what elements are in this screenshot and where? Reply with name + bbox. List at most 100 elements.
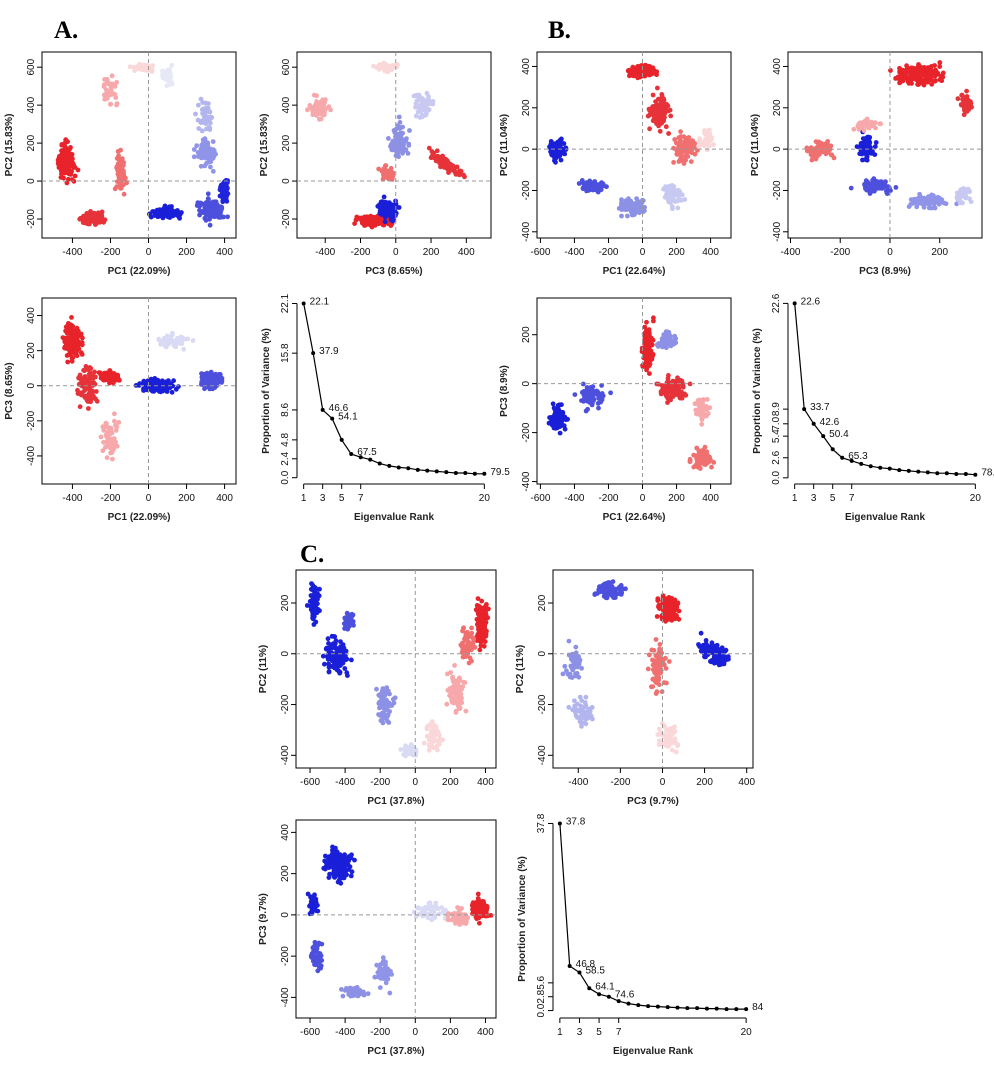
data-point xyxy=(671,186,676,191)
data-point xyxy=(338,644,343,649)
data-point xyxy=(114,79,120,85)
x-axis-label: PC1 (22.64%) xyxy=(603,266,666,277)
data-point xyxy=(964,88,969,94)
series-point xyxy=(453,470,458,475)
data-point xyxy=(86,406,91,411)
data-point xyxy=(672,137,678,142)
y-tick-label: 600 xyxy=(26,58,37,75)
data-point xyxy=(937,60,943,65)
data-point xyxy=(376,220,381,225)
data-point xyxy=(642,336,648,342)
data-point xyxy=(572,392,578,397)
data-point xyxy=(111,380,116,386)
data-point xyxy=(476,637,481,643)
data-point xyxy=(923,67,929,72)
data-point xyxy=(669,390,675,396)
data-point xyxy=(624,198,630,204)
data-point xyxy=(419,112,425,118)
x-tick-label: -200 xyxy=(830,247,850,258)
data-point xyxy=(559,402,564,408)
data-point xyxy=(381,194,387,200)
data-point xyxy=(857,151,863,157)
data-point xyxy=(196,102,201,108)
data-point xyxy=(164,83,170,89)
data-point xyxy=(688,159,694,165)
data-point xyxy=(383,716,389,721)
data-point xyxy=(169,62,175,68)
data-point xyxy=(678,129,683,135)
data-point xyxy=(191,147,197,152)
data-point xyxy=(697,466,703,471)
y-tick-label: -200 xyxy=(281,209,292,229)
data-point xyxy=(551,405,557,411)
x-tick-label: -200 xyxy=(350,247,370,258)
data-point xyxy=(424,110,429,116)
data-point xyxy=(659,389,665,395)
data-point xyxy=(904,63,909,69)
data-point xyxy=(104,440,109,446)
data-point xyxy=(619,213,624,219)
data-point xyxy=(108,438,114,444)
data-label: 65.3 xyxy=(848,451,868,462)
x-tick-label: -600 xyxy=(530,247,550,258)
data-point xyxy=(647,361,653,367)
data-point xyxy=(55,160,61,166)
series-point xyxy=(954,471,959,476)
data-point xyxy=(219,191,225,197)
data-point xyxy=(224,198,230,204)
y-tick-label: 22.6 xyxy=(771,293,782,313)
data-point xyxy=(197,212,203,218)
x-tick-label: -200 xyxy=(598,493,618,504)
data-point xyxy=(437,160,443,166)
data-point xyxy=(457,684,463,689)
data-point xyxy=(619,201,624,207)
data-point xyxy=(599,391,605,396)
data-point xyxy=(119,156,125,162)
data-point xyxy=(335,657,340,663)
x-axis-label: PC3 (8.65%) xyxy=(365,266,422,277)
data-point xyxy=(650,65,656,71)
data-point xyxy=(79,342,85,348)
x-tick-label: 0 xyxy=(640,247,646,258)
data-point xyxy=(878,121,883,127)
x-axis-label: PC1 (22.64%) xyxy=(603,512,666,523)
data-point xyxy=(454,164,460,170)
data-point xyxy=(342,656,348,661)
data-point xyxy=(349,657,354,663)
data-point xyxy=(108,426,114,432)
data-point xyxy=(65,176,71,182)
data-point xyxy=(377,699,382,705)
data-point xyxy=(663,124,669,130)
data-point xyxy=(939,78,945,84)
data-point xyxy=(171,378,177,384)
data-point xyxy=(413,104,418,110)
data-point xyxy=(663,329,669,335)
series-point xyxy=(840,455,845,460)
series-point xyxy=(396,465,401,470)
data-point xyxy=(348,621,354,627)
y-tick-label: 400 xyxy=(772,58,783,75)
x-tick-label: 400 xyxy=(702,247,719,258)
data-point xyxy=(440,157,446,163)
plot-frame xyxy=(295,569,497,769)
data-point xyxy=(206,197,211,202)
data-point xyxy=(479,598,485,604)
x-tick-label: 1 xyxy=(792,493,798,504)
data-point xyxy=(699,421,705,427)
y-tick-label: 2.4 xyxy=(280,451,291,465)
data-point xyxy=(197,203,202,209)
x-tick-label: 0 xyxy=(146,247,152,258)
data-point xyxy=(661,334,667,340)
data-point xyxy=(107,101,113,107)
data-point xyxy=(672,385,678,391)
scatter-points xyxy=(60,315,225,462)
data-point xyxy=(431,732,436,738)
data-point xyxy=(702,457,708,463)
data-point xyxy=(421,740,427,746)
data-point xyxy=(166,384,171,390)
data-point xyxy=(405,151,411,156)
data-point xyxy=(701,141,707,147)
x-tick-label: 3 xyxy=(320,493,326,504)
data-point xyxy=(353,217,359,223)
